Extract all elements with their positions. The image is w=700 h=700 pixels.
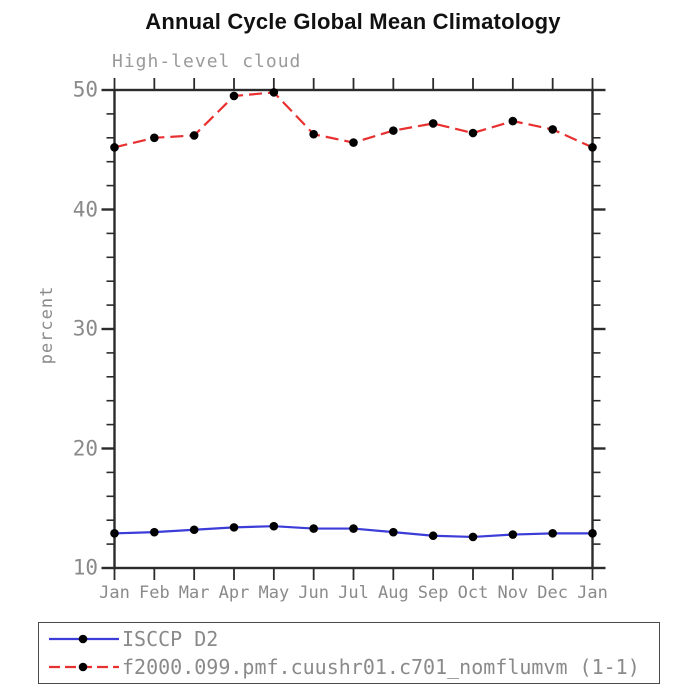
data-point-marker (428, 531, 438, 541)
legend-label-isccp: ISCCP D2 (122, 627, 219, 651)
y-tick-label: 30 (72, 316, 98, 341)
data-point-marker (508, 530, 518, 539)
data-point-marker (468, 532, 478, 542)
data-point-marker (189, 131, 199, 140)
data-point-marker (548, 529, 557, 538)
x-tick-label: Jan (577, 583, 608, 603)
x-tick-label: Apr (218, 583, 250, 603)
data-point-marker (229, 523, 239, 532)
data-point-marker (588, 143, 597, 152)
y-tick-label: 50 (72, 77, 98, 102)
plot-frame (113, 88, 594, 570)
data-point-marker (349, 524, 358, 533)
chart-subtitle: High-level cloud (112, 51, 302, 72)
y-tick-label: 40 (72, 197, 98, 222)
x-tick-label: Dec (537, 583, 569, 603)
data-point-marker (189, 525, 199, 535)
data-point-marker (229, 91, 239, 101)
data-point-marker (428, 119, 438, 128)
legend (38, 622, 660, 684)
x-tick-label: Feb (138, 583, 170, 603)
legend-line-sample-solid (49, 634, 119, 644)
x-tick-label: May (258, 583, 290, 603)
x-tick-label: Nov (497, 583, 529, 603)
data-point-marker (150, 133, 159, 143)
chart-title: Annual Cycle Global Mean Climatology (145, 9, 561, 34)
x-tick-label: Jun (298, 583, 330, 603)
data-point-marker (389, 126, 398, 135)
legend-item-model: f2000.099.pmf.cuushr01.c701_nomflumvm (1… (48, 655, 640, 679)
x-tick-label: Mar (178, 583, 210, 603)
data-point-marker (309, 524, 318, 533)
data-point-marker (468, 128, 478, 138)
x-tick-label: Jan (99, 583, 130, 603)
legend-line-sample-dashed (49, 662, 119, 672)
data-point-marker (508, 116, 518, 126)
data-point-marker (150, 527, 159, 537)
x-tick-label: Jul (338, 583, 369, 603)
x-tick-label: Sep (417, 583, 449, 603)
x-tick-label: Oct (457, 583, 489, 603)
data-point-marker (269, 88, 279, 97)
x-tick-label: Aug (377, 583, 409, 603)
legend-item-isccp: ISCCP D2 (48, 627, 219, 651)
data-point-marker (389, 527, 398, 537)
data-point-marker (309, 129, 318, 139)
data-point-marker (110, 143, 119, 152)
y-tick-label: 10 (72, 555, 98, 580)
y-tick-label: 20 (72, 436, 98, 461)
data-point-marker (269, 521, 279, 531)
legend-label-model: f2000.099.pmf.cuushr01.c701_nomflumvm (1… (122, 655, 640, 679)
data-point-marker (110, 529, 119, 538)
data-point-marker (548, 125, 557, 134)
data-point-marker (349, 138, 358, 147)
data-point-marker (588, 529, 597, 538)
